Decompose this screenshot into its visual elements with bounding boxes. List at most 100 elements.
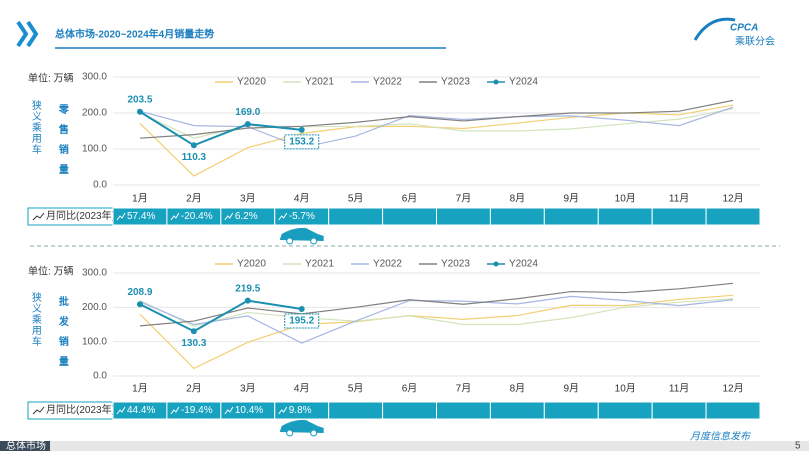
- yoy-cell: [328, 207, 384, 226]
- yoy-icon: [32, 406, 45, 415]
- yoy-cell: [597, 401, 653, 420]
- yoy-value: 6.2%: [235, 211, 258, 222]
- yoy-value: -20.4%: [181, 211, 213, 222]
- series-line: [139, 110, 302, 147]
- x-tick-label: 7月: [456, 383, 472, 395]
- data-label: 110.3: [182, 152, 207, 163]
- yoy-icon: [32, 212, 45, 221]
- car-wheel: [310, 429, 318, 437]
- logo-swoosh: [693, 17, 736, 41]
- yoy-cell: [382, 401, 438, 420]
- x-tick-label: 8月: [510, 383, 526, 395]
- x-tick-label: 11月: [669, 383, 689, 395]
- legend-label: Y2020: [237, 259, 266, 270]
- data-label: 203.5: [127, 94, 152, 105]
- logo: CPCA: [730, 23, 758, 34]
- yoy-cell: [651, 207, 707, 226]
- x-tick-label: 5月: [348, 193, 364, 205]
- series-line: [139, 99, 734, 139]
- yoy-cell: [597, 207, 653, 226]
- legend-label: Y2024: [509, 259, 538, 270]
- y-tick-label: 300.0: [82, 268, 107, 279]
- yoy-cell: [651, 401, 707, 420]
- data-point: [244, 297, 251, 304]
- data-label: 195.2: [289, 316, 314, 327]
- data-point: [244, 121, 251, 128]
- yoy-arrow: [170, 406, 180, 415]
- yoy-cell: [705, 207, 761, 226]
- footer-tab: 总体市场: [6, 439, 46, 451]
- header-title: 总体市场-2020~2024年4月销量走势: [55, 28, 214, 41]
- legend-label: Y2022: [373, 259, 402, 270]
- yoy-cell: [328, 401, 384, 420]
- unit-label: 单位: 万辆: [28, 72, 74, 85]
- yoy-arrow: [116, 212, 126, 221]
- page-number: 5: [795, 441, 801, 451]
- footer-tab-bg: [0, 441, 50, 451]
- segment-label: 狭义乘用车: [29, 99, 41, 155]
- footer-bar: [0, 441, 809, 451]
- x-tick-label: 3月: [240, 383, 256, 395]
- x-tick-label: 10月: [615, 383, 636, 395]
- chart-title: 零售销量: [56, 103, 69, 184]
- footer-note: 月度信息发布: [690, 431, 752, 443]
- car-wheel: [310, 237, 318, 245]
- x-tick-label: 1月: [132, 383, 148, 395]
- yoy-label: 月同比(2023年): [46, 403, 115, 416]
- yoy-arrow: [224, 406, 234, 415]
- legend-label: Y2022: [373, 77, 402, 88]
- data-point: [298, 126, 305, 133]
- x-tick-label: 2月: [186, 383, 202, 395]
- data-label: 169.0: [235, 107, 260, 118]
- car-wheel: [286, 237, 294, 245]
- x-tick-label: 7月: [456, 193, 472, 205]
- x-tick-label: 12月: [722, 383, 743, 395]
- data-point: [190, 142, 197, 149]
- yoy-arrow: [170, 212, 180, 221]
- y-tick-label: 300.0: [82, 72, 107, 83]
- label-box: [284, 134, 320, 150]
- yoy-arrow: [278, 406, 288, 415]
- series-line: [139, 299, 302, 333]
- x-tick-label: 4月: [294, 193, 310, 205]
- yoy-arrow: [224, 212, 234, 221]
- data-point: [136, 108, 143, 115]
- x-tick-label: 3月: [240, 193, 256, 205]
- segment-label: 狭义乘用车: [29, 291, 41, 347]
- legend-label: Y2024: [509, 77, 538, 88]
- x-tick-label: 1月: [132, 193, 148, 205]
- data-label: 219.5: [235, 283, 260, 294]
- yoy-arrow: [116, 406, 126, 415]
- series-line: [139, 295, 734, 344]
- yoy-label: 月同比(2023年): [46, 209, 115, 222]
- yoy-arrow: [278, 212, 288, 221]
- yoy-cell: [705, 401, 761, 420]
- legend-marker: [493, 79, 499, 85]
- data-label: 130.3: [181, 338, 206, 349]
- data-point: [298, 305, 305, 312]
- x-tick-label: 4月: [294, 383, 310, 395]
- legend-label: Y2023: [441, 77, 470, 88]
- series-line: [139, 106, 734, 149]
- x-tick-label: 11月: [669, 193, 689, 205]
- yoy-value: 10.4%: [235, 405, 263, 416]
- series-line: [139, 282, 734, 327]
- legend-label: Y2021: [305, 77, 334, 88]
- data-label: 153.2: [289, 136, 314, 147]
- yoy-value: 9.8%: [289, 405, 312, 416]
- legend-label: Y2020: [237, 77, 266, 88]
- y-tick-label: 0.0: [93, 371, 107, 382]
- series-line: [139, 294, 734, 370]
- data-label: 208.9: [127, 287, 152, 298]
- legend-label: Y2023: [441, 259, 470, 270]
- yoy-cell: [436, 207, 491, 226]
- car-wheel: [286, 429, 294, 437]
- x-tick-label: 8月: [510, 193, 526, 205]
- yoy-cell: [543, 401, 599, 420]
- logo-sub: 乘联分会: [735, 35, 775, 48]
- x-tick-label: 9月: [564, 193, 580, 205]
- y-tick-label: 100.0: [82, 144, 107, 155]
- yoy-cell: [436, 401, 491, 420]
- series-line: [139, 298, 734, 327]
